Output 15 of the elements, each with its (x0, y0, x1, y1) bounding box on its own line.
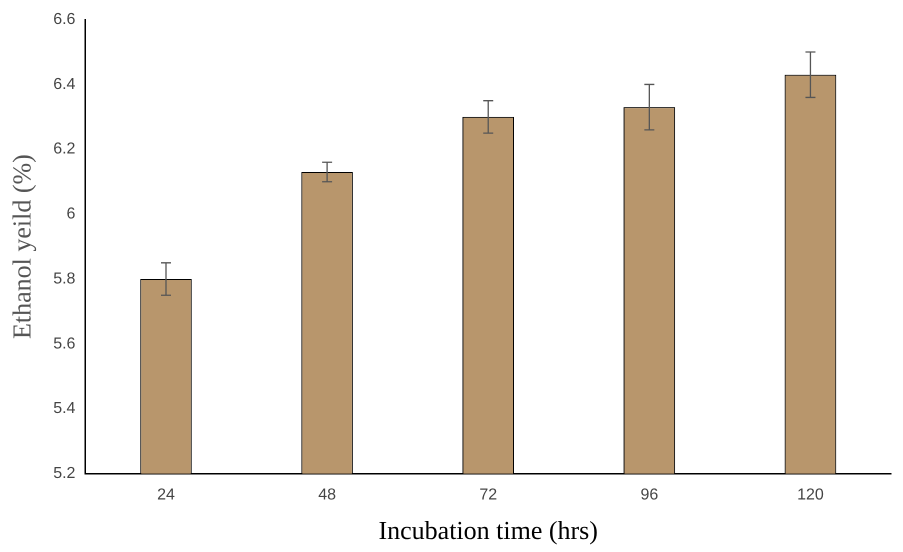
y-tick-label: 5.4 (53, 400, 76, 418)
x-tick-label: 96 (640, 486, 658, 504)
x-tick-label: 72 (479, 486, 498, 504)
y-tick-label: 6.4 (53, 76, 76, 93)
y-axis-title: Ethanol yeild (%) (7, 154, 36, 340)
y-tick-label: 5.6 (53, 335, 76, 352)
y-tick-label: 6.2 (53, 140, 76, 158)
y-tick-label: 5.2 (53, 465, 76, 482)
x-axis-title: Incubation time (hrs) (378, 516, 598, 546)
x-tick-label: 48 (318, 486, 336, 504)
x-tick-label: 120 (797, 486, 824, 504)
y-tick-label: 5.8 (53, 270, 76, 288)
x-tick-label: 24 (157, 486, 175, 504)
y-tick-label: 6.6 (53, 11, 76, 28)
y-tick-label: 6 (66, 206, 76, 223)
